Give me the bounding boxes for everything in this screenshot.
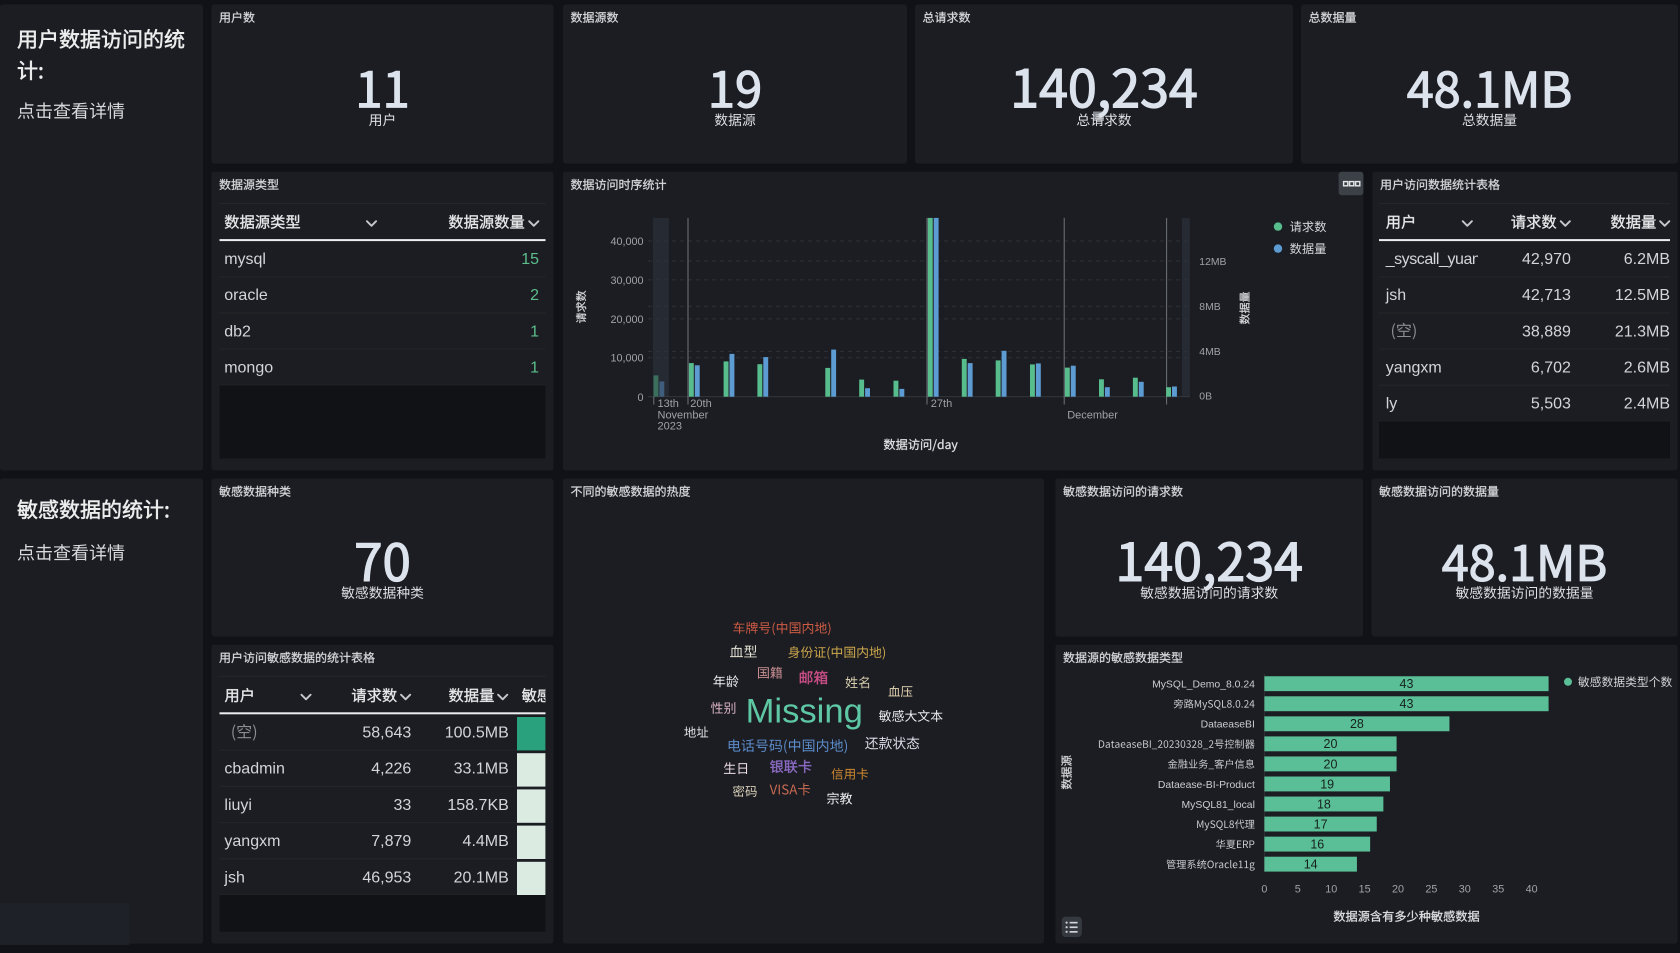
svg-text:1: 1 [530,323,539,340]
svg-text:30,000: 30,000 [610,275,643,287]
svg-text:40: 40 [1526,884,1538,896]
svg-text:25: 25 [1425,884,1437,896]
svg-text:Dataease-BI-Product: Dataease-BI-Product [1158,780,1255,791]
svg-text:15: 15 [1359,884,1371,896]
svg-text:mysql: mysql [224,251,266,268]
svg-text:1: 1 [530,359,539,376]
svg-text:42,713: 42,713 [1522,287,1571,304]
svg-text:15: 15 [521,251,539,268]
svg-text:30: 30 [1459,884,1471,896]
svg-text:4,226: 4,226 [371,761,411,778]
svg-text:0B: 0B [1199,392,1212,403]
svg-text:43: 43 [1400,697,1414,711]
svg-text:158.7KB: 158.7KB [447,797,508,814]
svg-text:mongo: mongo [224,359,273,376]
svg-text:cbadmin: cbadmin [224,761,284,778]
svg-text:40,000: 40,000 [610,236,643,248]
svg-text:20.1MB: 20.1MB [454,869,509,886]
svg-text:38,889: 38,889 [1522,323,1571,340]
svg-text:18: 18 [1317,797,1331,811]
svg-text:43: 43 [1400,677,1414,691]
svg-text:2: 2 [530,287,539,304]
svg-text:33.1MB: 33.1MB [454,761,509,778]
svg-text:_syscall_yuand: _syscall_yuand [1385,251,1489,268]
svg-text:8MB: 8MB [1199,302,1220,313]
svg-text:2.6MB: 2.6MB [1624,359,1670,376]
svg-text:20th: 20th [690,398,711,410]
svg-text:yangxm: yangxm [224,833,280,850]
svg-text:12MB: 12MB [1199,257,1226,268]
svg-text:oracle: oracle [224,287,268,304]
svg-text:4.4MB: 4.4MB [463,833,509,850]
svg-text:35: 35 [1492,884,1504,896]
svg-text:20,000: 20,000 [610,314,643,326]
svg-text:21.3MB: 21.3MB [1615,323,1670,340]
svg-text:10: 10 [1325,884,1337,896]
svg-text:100.5MB: 100.5MB [445,725,509,742]
svg-text:2023: 2023 [658,421,682,433]
svg-text:6,702: 6,702 [1531,359,1571,376]
svg-text:58,643: 58,643 [362,725,411,742]
svg-text:jsh: jsh [1385,287,1406,304]
svg-text:20: 20 [1324,757,1338,771]
svg-text:MySQL_Demo_8.0.24: MySQL_Demo_8.0.24 [1152,680,1255,691]
svg-text:0: 0 [637,392,643,404]
svg-text:28: 28 [1350,717,1364,731]
svg-text:33: 33 [394,797,412,814]
svg-text:ly: ly [1386,396,1398,413]
svg-text:Missing: Missing [746,693,863,731]
svg-text:20: 20 [1392,884,1404,896]
svg-text:5: 5 [1295,884,1301,896]
svg-text:4MB: 4MB [1199,347,1220,358]
svg-text:42,970: 42,970 [1522,251,1571,268]
svg-text:7,879: 7,879 [371,833,411,850]
svg-text:13th: 13th [658,398,679,410]
svg-text:20: 20 [1324,737,1338,751]
svg-text:jsh: jsh [223,869,244,886]
svg-text:0: 0 [1261,884,1267,896]
svg-text:17: 17 [1314,818,1328,832]
svg-text:16: 16 [1310,838,1324,852]
svg-text:November: November [658,409,709,421]
svg-text:6.2MB: 6.2MB [1624,251,1670,268]
svg-text:db2: db2 [224,323,251,340]
svg-text:December: December [1067,409,1118,421]
svg-text:yangxm: yangxm [1386,359,1442,376]
svg-text:19: 19 [1320,777,1334,791]
svg-text:46,953: 46,953 [362,869,411,886]
svg-text:MySQL81_local: MySQL81_local [1182,800,1255,811]
svg-text:27th: 27th [931,398,952,410]
svg-text:14: 14 [1304,858,1318,872]
svg-text:10,000: 10,000 [610,353,643,365]
svg-text:liuyi: liuyi [224,797,252,814]
svg-text:5,503: 5,503 [1531,396,1571,413]
svg-text:2.4MB: 2.4MB [1624,396,1670,413]
svg-text:12.5MB: 12.5MB [1615,287,1670,304]
svg-text:DataeaseBI: DataeaseBI [1201,720,1255,731]
